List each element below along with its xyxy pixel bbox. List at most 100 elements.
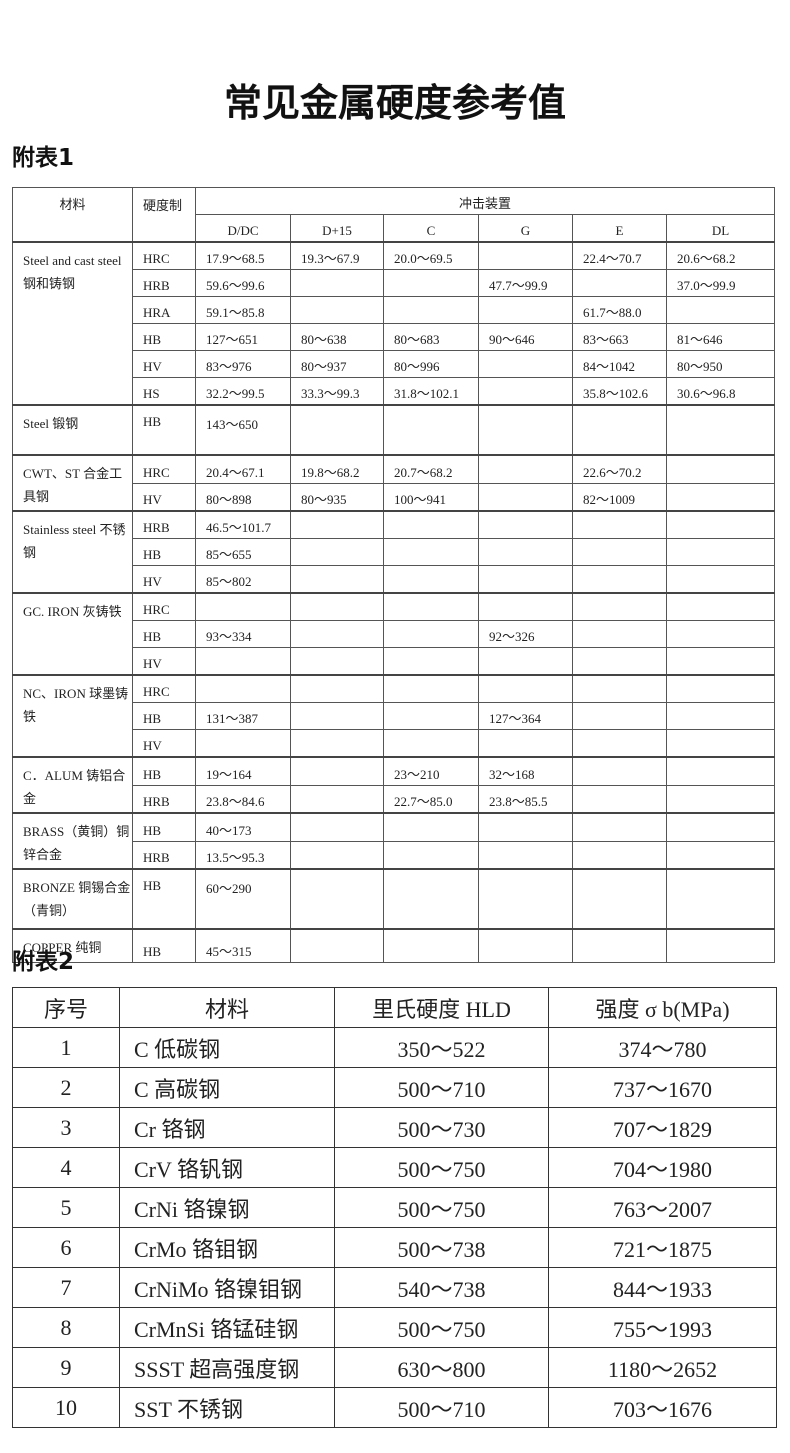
range-cell: 20.7～68.2 xyxy=(383,454,479,484)
range-cell: 46.5～101.7 xyxy=(195,510,291,539)
range-cell xyxy=(290,565,384,594)
strength-cell: 737～1670 xyxy=(548,1067,777,1108)
material-cell: Steel 锻钢 xyxy=(12,404,133,456)
range-cell xyxy=(572,674,667,703)
range-cell xyxy=(666,784,775,814)
range-cell: 85～655 xyxy=(195,538,291,566)
hardness-scale-cell: HB xyxy=(132,868,196,930)
hld-cell: 500～710 xyxy=(334,1067,549,1108)
hardness-scale-cell: HRB xyxy=(132,784,196,814)
range-cell xyxy=(290,729,384,758)
range-cell: 92～326 xyxy=(478,620,573,648)
range-cell xyxy=(383,269,479,297)
strength-cell: 1180～2652 xyxy=(548,1347,777,1388)
table-row: Steel 锻钢 HB 143～650 xyxy=(12,404,775,456)
range-cell xyxy=(290,812,384,842)
range-cell: 127～364 xyxy=(478,702,573,730)
table-row: 8 CrMnSi 铬锰硅钢 500～750 755～1993 xyxy=(12,1307,777,1348)
range-cell xyxy=(572,756,667,786)
range-cell xyxy=(383,702,479,730)
range-cell: 80～996 xyxy=(383,350,479,378)
range-cell: 143～650 xyxy=(195,404,291,456)
hld-cell: 500～750 xyxy=(334,1147,549,1188)
hld-cell: 500～750 xyxy=(334,1187,549,1228)
range-cell xyxy=(572,784,667,814)
material-cell: COPPER 纯铜 xyxy=(12,928,133,963)
index-cell: 2 xyxy=(12,1067,120,1108)
table-row: BRONZE 铜锡合金（青铜） HB 60～290 xyxy=(12,868,775,930)
range-cell xyxy=(383,592,479,621)
table-row: HV 85～802 xyxy=(13,565,775,594)
table-row: 7 CrNiMo 铬镍钼钢 540～738 844～1933 xyxy=(12,1267,777,1308)
header-impact-device: 冲击装置 xyxy=(195,187,775,215)
range-cell xyxy=(290,592,384,621)
index-cell: 8 xyxy=(12,1307,120,1348)
range-cell xyxy=(478,868,573,930)
range-cell: 19.3～67.9 xyxy=(290,241,384,270)
range-cell xyxy=(383,620,479,648)
table-row: 3 Cr 铬钢 500～730 707～1829 xyxy=(12,1107,777,1148)
range-cell xyxy=(666,482,775,512)
hardness-scale-cell: HB xyxy=(132,323,196,351)
material-cell: CrMo 铬钼钢 xyxy=(119,1227,335,1268)
range-cell: 80～638 xyxy=(290,323,384,351)
table-row: 4 CrV 铬钒钢 500～750 704～1980 xyxy=(12,1147,777,1188)
range-cell: 37.0～99.9 xyxy=(666,269,775,297)
table-row: 6 CrMo 铬钼钢 500～738 721～1875 xyxy=(12,1227,777,1268)
header-device: E xyxy=(572,214,667,243)
table-row: HB 131～387 127～364 xyxy=(13,702,775,730)
strength-cell: 844～1933 xyxy=(548,1267,777,1308)
range-cell xyxy=(572,868,667,930)
hardness-scale-cell: HRC xyxy=(132,454,196,484)
range-cell xyxy=(290,269,384,297)
hld-cell: 500～750 xyxy=(334,1307,549,1348)
header-device: C xyxy=(383,214,479,243)
range-cell: 82～1009 xyxy=(572,482,667,512)
material-cell: CrNiMo 铬镍钼钢 xyxy=(119,1267,335,1308)
range-cell: 80～935 xyxy=(290,482,384,512)
range-cell xyxy=(666,840,775,870)
hardness-scale-cell: HRB xyxy=(132,269,196,297)
range-cell xyxy=(572,647,667,676)
range-cell xyxy=(666,296,775,324)
range-cell xyxy=(666,454,775,484)
range-cell xyxy=(478,377,573,406)
hardness-scale-cell: HB xyxy=(132,620,196,648)
range-cell xyxy=(572,620,667,648)
range-cell: 23.8～85.5 xyxy=(478,784,573,814)
range-cell: 19.8～68.2 xyxy=(290,454,384,484)
range-cell xyxy=(666,510,775,539)
range-cell: 35.8～102.6 xyxy=(572,377,667,406)
hld-cell: 500～710 xyxy=(334,1387,549,1428)
range-cell: 20.0～69.5 xyxy=(383,241,479,270)
hardness-scale-cell: HRA xyxy=(132,296,196,324)
range-cell xyxy=(478,565,573,594)
range-cell xyxy=(478,350,573,378)
strength-cell: 707～1829 xyxy=(548,1107,777,1148)
range-cell: 59.1～85.8 xyxy=(195,296,291,324)
range-cell xyxy=(666,404,775,456)
strength-cell: 721～1875 xyxy=(548,1227,777,1268)
range-cell: 83～663 xyxy=(572,323,667,351)
hld-cell: 500～738 xyxy=(334,1227,549,1268)
range-cell xyxy=(666,647,775,676)
range-cell xyxy=(572,812,667,842)
range-cell xyxy=(666,729,775,758)
range-cell: 45～315 xyxy=(195,928,291,963)
range-cell xyxy=(290,538,384,566)
table-row: HS 32.2～99.5 33.3～99.3 31.8～102.1 35.8～102.6… xyxy=(13,377,775,406)
table2-label: 附表2 xyxy=(12,949,75,975)
material-cell: Stainless steel 不锈钢 xyxy=(12,510,133,594)
table-row: BRASS（黄铜）铜锌合金 HB 40～173 xyxy=(12,812,775,870)
range-cell: 80～898 xyxy=(195,482,291,512)
range-cell xyxy=(478,812,573,842)
table-row: HRB 23.8～84.6 22.7～85.0 23.8～85.5 xyxy=(13,784,775,814)
range-cell: 100～941 xyxy=(383,482,479,512)
range-cell xyxy=(383,840,479,870)
range-cell xyxy=(572,510,667,539)
range-cell xyxy=(195,592,291,621)
table-header-row: D/DC D+15 C G E DL xyxy=(13,214,775,243)
header-hardness: 硬度制 xyxy=(132,187,196,243)
range-cell: 80～937 xyxy=(290,350,384,378)
